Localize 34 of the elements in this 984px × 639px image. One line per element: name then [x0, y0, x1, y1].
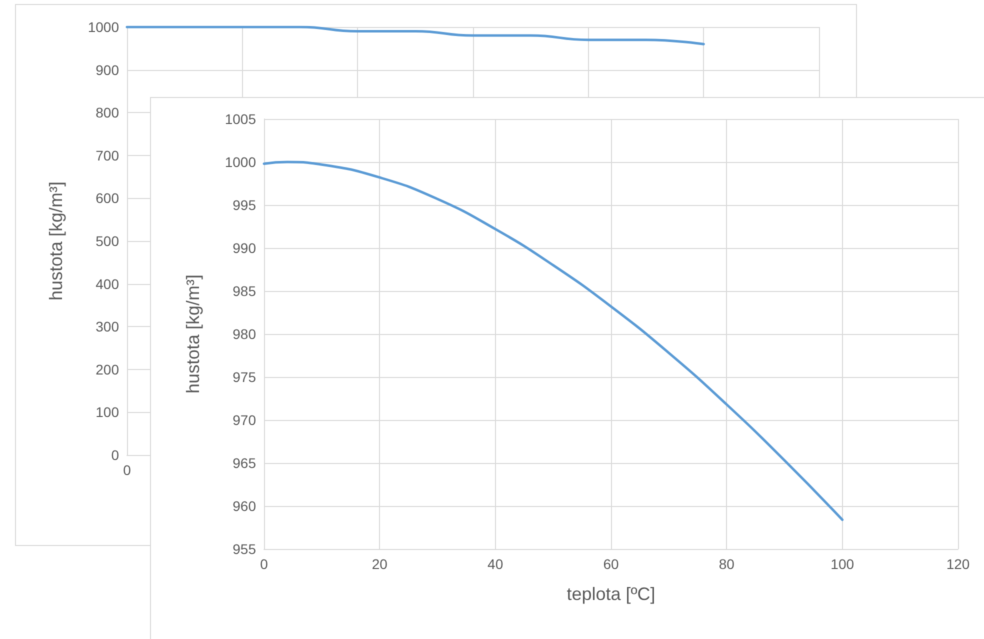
y-tick-label: 975	[232, 369, 256, 385]
line-series	[262, 160, 844, 522]
x-tick-label: 40	[488, 556, 504, 572]
y-tick-label: 200	[96, 361, 120, 378]
y-tick-label: 100	[96, 404, 120, 420]
y-tick-label: 995	[232, 197, 256, 213]
x-tick-label: 60	[603, 556, 619, 572]
category-label: 0	[123, 462, 131, 478]
y-tick-label: 300	[96, 318, 120, 335]
y-tick-label: 960	[232, 498, 256, 514]
x-tick-label: 20	[372, 556, 388, 572]
x-axis-title: teplota [ºC]	[566, 584, 656, 604]
y-tick-label: 900	[96, 62, 120, 78]
y-tick-label: 965	[232, 455, 256, 471]
y-tick-label: 600	[96, 190, 120, 206]
x-tick-label: 120	[946, 556, 970, 572]
y-tick-label: 980	[232, 326, 256, 342]
y-tick-label: 990	[232, 240, 256, 256]
x-tick-label: 0	[260, 556, 268, 572]
line-series	[126, 26, 705, 46]
y-tick-label: 970	[232, 412, 256, 428]
y-tick-label: 700	[96, 147, 120, 164]
y-tick-label: 955	[232, 541, 256, 557]
x-tick-label: 100	[830, 556, 854, 572]
x-tick-label: 80	[718, 556, 735, 572]
y-tick-label: 500	[96, 233, 120, 249]
y-axis-title: hustota [kg/m³]	[183, 274, 203, 394]
y-tick-label: 1000	[88, 19, 120, 35]
y-tick-label: 800	[96, 104, 120, 121]
y-tick-label: 400	[96, 276, 120, 292]
y-tick-label: 1000	[224, 154, 256, 170]
y-axis-title: hustota [kg/m³]	[46, 181, 66, 301]
y-tick-label: 1005	[224, 111, 256, 127]
y-tick-label: 985	[232, 283, 256, 299]
